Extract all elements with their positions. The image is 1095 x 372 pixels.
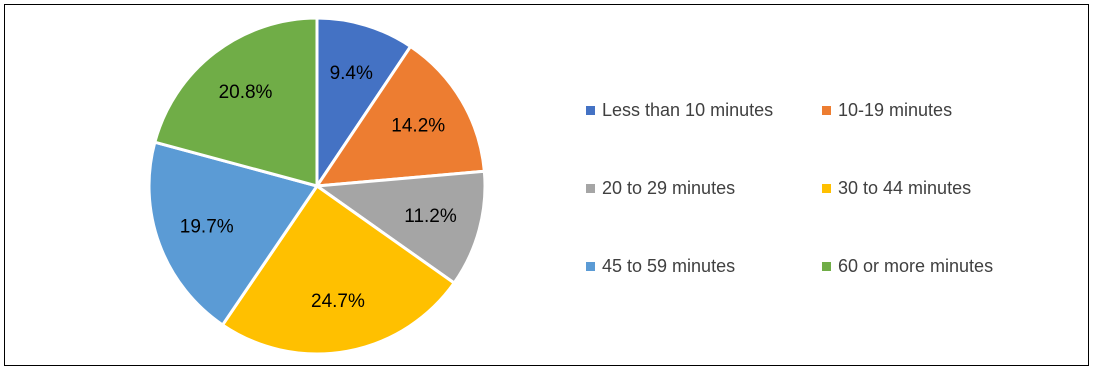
legend-swatch-45-59: [586, 261, 595, 271]
pie-data-label-less-than-10-minutes: 9.4%: [330, 63, 373, 84]
pie-slice-10-19-minutes: [315, 44, 486, 188]
legend-swatch-60-plus: [822, 261, 831, 271]
legend-swatch-less-than-10: [586, 105, 595, 115]
chart-legend: Less than 10 minutes 10-19 minutes 20 to…: [586, 95, 1066, 281]
legend-item-45-59: 45 to 59 minutes: [586, 251, 822, 281]
legend-swatch-10-19: [822, 105, 831, 115]
pie-data-label-60-or-more-minutes: 20.8%: [219, 82, 273, 103]
legend-label-60-plus: 60 or more minutes: [838, 255, 994, 276]
pie-slice-less-than-10-minutes: [315, 16, 413, 188]
pie-slice-20-to-29-minutes: [315, 169, 487, 285]
pie-data-labels: 9.4% 14.2% 11.2% 24.7% 19.7% 20.8%: [180, 63, 457, 312]
legend-item-60-plus: 60 or more minutes: [822, 251, 1062, 281]
legend-item-10-19: 10-19 minutes: [822, 95, 1062, 125]
legend-item-less-than-10: Less than 10 minutes: [586, 95, 822, 125]
pie-data-label-45-to-59-minutes: 19.7%: [180, 216, 234, 237]
legend-label-10-19: 10-19 minutes: [838, 99, 953, 120]
legend-item-30-44: 30 to 44 minutes: [822, 173, 1062, 203]
legend-item-20-29: 20 to 29 minutes: [586, 173, 822, 203]
legend-label-45-59: 45 to 59 minutes: [602, 255, 736, 276]
pie-slices: [147, 16, 487, 356]
pie-slice-45-to-59-minutes: [147, 140, 319, 327]
pie-slice-30-to-44-minutes: [221, 184, 456, 356]
legend-label-20-29: 20 to 29 minutes: [602, 177, 736, 198]
pie-data-label-30-to-44-minutes: 24.7%: [311, 291, 365, 312]
legend-swatch-20-29: [586, 183, 595, 193]
pie-data-label-10-19-minutes: 14.2%: [391, 116, 445, 137]
legend-label-less-than-10: Less than 10 minutes: [602, 99, 774, 120]
legend-swatch-30-44: [822, 183, 831, 193]
legend-label-30-44: 30 to 44 minutes: [838, 177, 972, 198]
pie-slice-60-or-more-minutes: [153, 16, 319, 188]
pie-data-label-20-to-29-minutes: 11.2%: [404, 206, 457, 227]
